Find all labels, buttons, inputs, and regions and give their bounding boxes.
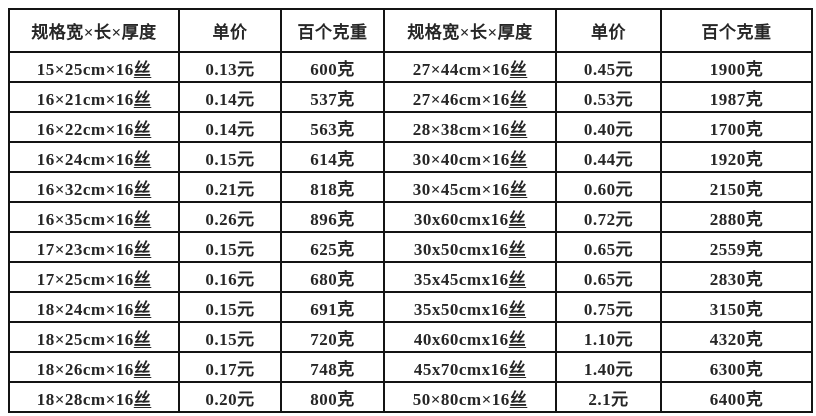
spec-cell: 17×25cm×16丝 bbox=[8, 261, 180, 293]
header-price-right: 单价 bbox=[555, 8, 662, 53]
price-cell: 0.15元 bbox=[178, 321, 282, 353]
table-row: 18×24cm×16丝 0.15元 691克 35x50cmx16丝 0.75元 3150… bbox=[8, 291, 813, 323]
weight-cell: 600克 bbox=[280, 51, 385, 83]
price-cell: 0.14元 bbox=[178, 111, 282, 143]
price-cell: 0.60元 bbox=[555, 171, 662, 203]
weight-cell: 3150克 bbox=[660, 291, 813, 323]
weight-cell: 1700克 bbox=[660, 111, 813, 143]
price-cell: 0.15元 bbox=[178, 291, 282, 323]
table-row: 18×26cm×16丝 0.17元 748克 45x70cmx16丝 1.40元 6300… bbox=[8, 351, 813, 383]
spec-cell: 17×23cm×16丝 bbox=[8, 231, 180, 263]
price-cell: 0.13元 bbox=[178, 51, 282, 83]
spec-cell: 35x45cmx16丝 bbox=[383, 261, 557, 293]
price-cell: 0.15元 bbox=[178, 141, 282, 173]
weight-cell: 537克 bbox=[280, 81, 385, 113]
spec-cell: 16×35cm×16丝 bbox=[8, 201, 180, 233]
table-row: 16×22cm×16丝 0.14元 563克 28×38cm×16丝 0.40元 1700… bbox=[8, 111, 813, 143]
spec-cell: 45x70cmx16丝 bbox=[383, 351, 557, 383]
weight-cell: 680克 bbox=[280, 261, 385, 293]
weight-cell: 1987克 bbox=[660, 81, 813, 113]
price-cell: 0.26元 bbox=[178, 201, 282, 233]
price-cell: 0.15元 bbox=[178, 231, 282, 263]
price-cell: 0.53元 bbox=[555, 81, 662, 113]
header-spec-right: 规格宽×长×厚度 bbox=[383, 8, 557, 53]
spec-cell: 16×32cm×16丝 bbox=[8, 171, 180, 203]
spec-cell: 50×80cm×16丝 bbox=[383, 381, 557, 413]
spec-cell: 30×45cm×16丝 bbox=[383, 171, 557, 203]
weight-cell: 1920克 bbox=[660, 141, 813, 173]
price-cell: 0.65元 bbox=[555, 231, 662, 263]
price-cell: 0.72元 bbox=[555, 201, 662, 233]
price-cell: 0.65元 bbox=[555, 261, 662, 293]
weight-cell: 1900克 bbox=[660, 51, 813, 83]
table-row: 18×28cm×16丝 0.20元 800克 50×80cm×16丝 2.1元 6400克 bbox=[8, 381, 813, 413]
price-cell: 1.40元 bbox=[555, 351, 662, 383]
spec-cell: 18×24cm×16丝 bbox=[8, 291, 180, 323]
table-row: 16×24cm×16丝 0.15元 614克 30×40cm×16丝 0.44元 1920… bbox=[8, 141, 813, 173]
spec-cell: 16×22cm×16丝 bbox=[8, 111, 180, 143]
price-cell: 0.44元 bbox=[555, 141, 662, 173]
spec-cell: 16×21cm×16丝 bbox=[8, 81, 180, 113]
price-cell: 0.21元 bbox=[178, 171, 282, 203]
price-cell: 0.17元 bbox=[178, 351, 282, 383]
header-spec-left: 规格宽×长×厚度 bbox=[8, 8, 180, 53]
price-cell: 1.10元 bbox=[555, 321, 662, 353]
spec-cell: 30×40cm×16丝 bbox=[383, 141, 557, 173]
weight-cell: 2830克 bbox=[660, 261, 813, 293]
spec-cell: 40x60cmx16丝 bbox=[383, 321, 557, 353]
header-weight-right: 百个克重 bbox=[660, 8, 813, 53]
table-row: 17×23cm×16丝 0.15元 625克 30x50cmx16丝 0.65元 2559… bbox=[8, 231, 813, 263]
table-row: 16×21cm×16丝 0.14元 537克 27×46cm×16丝 0.53元 1987… bbox=[8, 81, 813, 113]
weight-cell: 800克 bbox=[280, 381, 385, 413]
table-row: 16×32cm×16丝 0.21元 818克 30×45cm×16丝 0.60元 2150… bbox=[8, 171, 813, 203]
spec-cell: 16×24cm×16丝 bbox=[8, 141, 180, 173]
weight-cell: 6400克 bbox=[660, 381, 813, 413]
weight-cell: 691克 bbox=[280, 291, 385, 323]
price-cell: 0.14元 bbox=[178, 81, 282, 113]
table-body: 15×25cm×16丝 0.13元 600克 27×44cm×16丝 0.45元 1900… bbox=[8, 51, 813, 413]
price-cell: 0.16元 bbox=[178, 261, 282, 293]
weight-cell: 896克 bbox=[280, 201, 385, 233]
table-row: 15×25cm×16丝 0.13元 600克 27×44cm×16丝 0.45元 1900… bbox=[8, 51, 813, 83]
spec-cell: 27×44cm×16丝 bbox=[383, 51, 557, 83]
weight-cell: 563克 bbox=[280, 111, 385, 143]
spec-cell: 27×46cm×16丝 bbox=[383, 81, 557, 113]
spec-cell: 18×26cm×16丝 bbox=[8, 351, 180, 383]
spec-cell: 30x50cmx16丝 bbox=[383, 231, 557, 263]
price-cell: 2.1元 bbox=[555, 381, 662, 413]
weight-cell: 2880克 bbox=[660, 201, 813, 233]
price-cell: 0.45元 bbox=[555, 51, 662, 83]
spec-cell: 15×25cm×16丝 bbox=[8, 51, 180, 83]
price-cell: 0.20元 bbox=[178, 381, 282, 413]
spec-cell: 30x60cmx16丝 bbox=[383, 201, 557, 233]
weight-cell: 4320克 bbox=[660, 321, 813, 353]
table-row: 17×25cm×16丝 0.16元 680克 35x45cmx16丝 0.65元 2830… bbox=[8, 261, 813, 293]
weight-cell: 748克 bbox=[280, 351, 385, 383]
weight-cell: 614克 bbox=[280, 141, 385, 173]
weight-cell: 720克 bbox=[280, 321, 385, 353]
price-spec-table: 规格宽×长×厚度 单价 百个克重 规格宽×长×厚度 单价 百个克重 15×25c… bbox=[8, 8, 813, 413]
spec-cell: 18×28cm×16丝 bbox=[8, 381, 180, 413]
header-weight-left: 百个克重 bbox=[280, 8, 385, 53]
price-cell: 0.75元 bbox=[555, 291, 662, 323]
spec-cell: 18×25cm×16丝 bbox=[8, 321, 180, 353]
spec-cell: 28×38cm×16丝 bbox=[383, 111, 557, 143]
header-price-left: 单价 bbox=[178, 8, 282, 53]
weight-cell: 625克 bbox=[280, 231, 385, 263]
table-row: 18×25cm×16丝 0.15元 720克 40x60cmx16丝 1.10元 4320… bbox=[8, 321, 813, 353]
price-cell: 0.40元 bbox=[555, 111, 662, 143]
weight-cell: 818克 bbox=[280, 171, 385, 203]
weight-cell: 2559克 bbox=[660, 231, 813, 263]
spec-cell: 35x50cmx16丝 bbox=[383, 291, 557, 323]
weight-cell: 6300克 bbox=[660, 351, 813, 383]
weight-cell: 2150克 bbox=[660, 171, 813, 203]
table-header-row: 规格宽×长×厚度 单价 百个克重 规格宽×长×厚度 单价 百个克重 bbox=[8, 8, 813, 53]
table-row: 16×35cm×16丝 0.26元 896克 30x60cmx16丝 0.72元 2880… bbox=[8, 201, 813, 233]
